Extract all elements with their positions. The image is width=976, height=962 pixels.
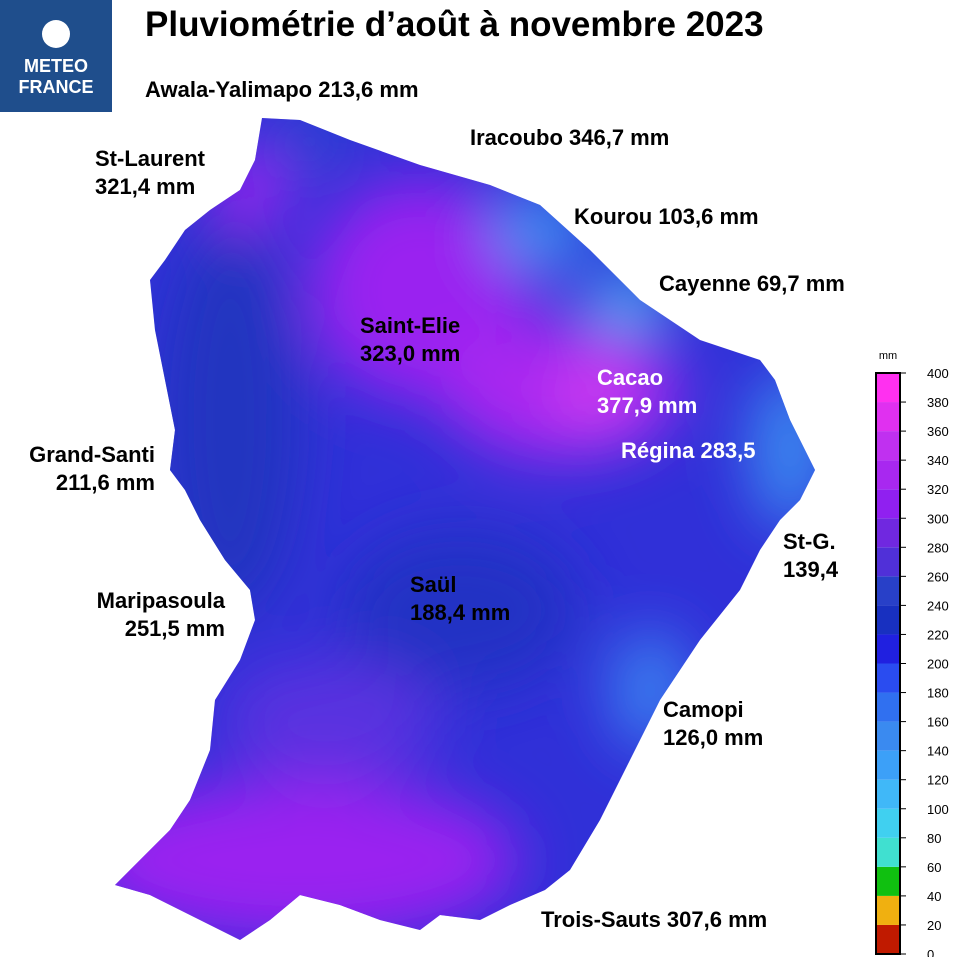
station-value: 377,9 mm bbox=[597, 393, 697, 418]
color-band bbox=[876, 460, 900, 490]
station-value: 323,0 mm bbox=[360, 341, 460, 366]
color-band bbox=[876, 692, 900, 722]
station-value: 211,6 mm bbox=[56, 470, 155, 495]
color-band bbox=[876, 605, 900, 635]
station-name: Régina 283,5 bbox=[621, 438, 756, 463]
color-band bbox=[876, 373, 900, 403]
tick-label: 180 bbox=[927, 686, 949, 701]
color-band bbox=[876, 750, 900, 780]
tick-label: 160 bbox=[927, 715, 949, 730]
color-band bbox=[876, 779, 900, 809]
tick-label: 280 bbox=[927, 540, 949, 555]
logo-icon bbox=[42, 20, 70, 48]
station-name: St-G. bbox=[783, 529, 836, 554]
station-name: Awala-Yalimapo 213,6 mm bbox=[145, 77, 419, 102]
station-name: Trois-Sauts 307,6 mm bbox=[541, 907, 767, 932]
station-name: Maripasoula bbox=[97, 588, 226, 613]
color-band bbox=[876, 866, 900, 896]
station-name: Saint-Elie bbox=[360, 313, 460, 338]
color-band bbox=[876, 489, 900, 519]
color-band bbox=[876, 663, 900, 693]
tick-label: 100 bbox=[927, 802, 949, 817]
station-name: Cayenne 69,7 mm bbox=[659, 271, 845, 296]
tick-label: 320 bbox=[927, 482, 949, 497]
tick-label: 340 bbox=[927, 453, 949, 468]
color-band bbox=[876, 576, 900, 606]
colorbar: 0 20 40 60 80 100 120 140 160 180 200 220 240 260 280 3… bbox=[875, 350, 949, 962]
color-band bbox=[876, 518, 900, 548]
tick-label: 360 bbox=[927, 424, 949, 439]
station-name: St-Laurent bbox=[95, 146, 206, 171]
tick-label: 400 bbox=[927, 366, 949, 381]
tick-label: 60 bbox=[927, 860, 941, 875]
station-labels: Awala-Yalimapo 213,6 mm Iracoubo 346,7 mm… bbox=[29, 77, 845, 932]
station-name: Kourou 103,6 mm bbox=[574, 204, 759, 229]
color-band bbox=[876, 402, 900, 432]
color-band bbox=[876, 721, 900, 751]
title: Pluviométrie d’août à novembre 2023 bbox=[145, 5, 764, 44]
tick-label: 40 bbox=[927, 889, 941, 904]
color-band bbox=[876, 547, 900, 577]
tick-label: 140 bbox=[927, 744, 949, 759]
station-name: Grand-Santi bbox=[29, 442, 155, 467]
tick-label: 240 bbox=[927, 598, 949, 613]
station-value: 126,0 mm bbox=[663, 725, 763, 750]
logo bbox=[0, 0, 112, 112]
tick-label: 20 bbox=[927, 918, 941, 933]
tick-label: 200 bbox=[927, 657, 949, 672]
station-name: Saül bbox=[410, 572, 456, 597]
tick-label: 0 bbox=[927, 947, 934, 957]
tick-label: 80 bbox=[927, 831, 941, 846]
logo-text: FRANCE bbox=[19, 77, 94, 97]
logo-text: METEO bbox=[24, 56, 88, 76]
station-value: 139,4 bbox=[783, 557, 839, 582]
color-band bbox=[876, 895, 900, 925]
station-name: Cacao bbox=[597, 365, 663, 390]
color-band bbox=[876, 634, 900, 664]
color-band bbox=[876, 808, 900, 838]
color-band bbox=[876, 924, 900, 954]
station-value: 251,5 mm bbox=[125, 616, 225, 641]
station-name: Camopi bbox=[663, 697, 744, 722]
color-band bbox=[876, 431, 900, 461]
color-band bbox=[876, 837, 900, 867]
station-value: 321,4 mm bbox=[95, 174, 195, 199]
tick-label: 260 bbox=[927, 569, 949, 584]
tick-label: 300 bbox=[927, 511, 949, 526]
station-name: Iracoubo 346,7 mm bbox=[470, 125, 669, 150]
tick-label: 380 bbox=[927, 395, 949, 410]
colorbar-unit: mm bbox=[879, 350, 897, 362]
station-value: 188,4 mm bbox=[410, 600, 510, 625]
tick-label: 220 bbox=[927, 627, 949, 642]
tick-label: 120 bbox=[927, 773, 949, 788]
